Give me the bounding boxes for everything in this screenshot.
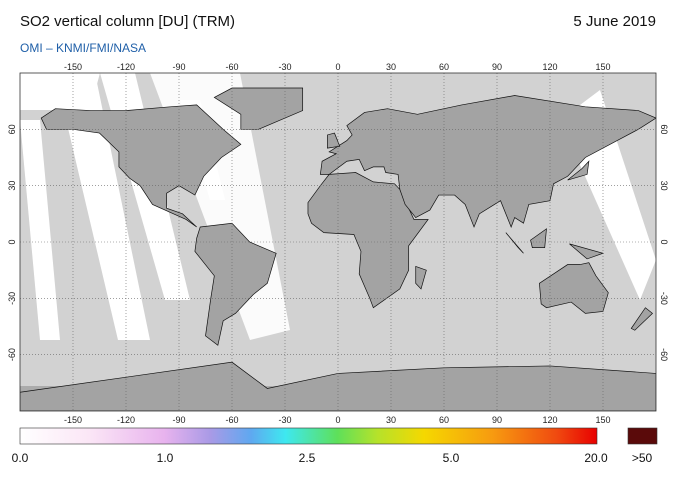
colorbar-label: 1.0 — [157, 451, 174, 465]
map — [20, 73, 656, 411]
landmass — [307, 172, 429, 309]
swath — [20, 73, 100, 110]
lon-label-bottom: -30 — [278, 415, 291, 425]
lat-label-left: 60 — [7, 124, 17, 134]
lon-label-top: 120 — [542, 62, 557, 72]
source: OMI – KNMI/FMI/NASA — [20, 41, 146, 55]
lat-label-left: 0 — [7, 239, 17, 244]
lon-label-top: 30 — [386, 62, 396, 72]
lon-label-top: 90 — [492, 62, 502, 72]
lon-label-bottom: -90 — [172, 415, 185, 425]
landmass — [569, 243, 605, 260]
colorbar-overflow — [627, 427, 658, 445]
lat-label-right: 0 — [659, 239, 669, 244]
colorbar-label: 0.0 — [12, 451, 29, 465]
swath — [20, 120, 60, 340]
lon-label-top: 0 — [335, 62, 340, 72]
landmass — [327, 132, 341, 149]
lat-label-left: -60 — [7, 348, 17, 361]
date: 5 June 2019 — [573, 13, 656, 30]
lat-label-right: -30 — [659, 292, 669, 305]
land — [20, 87, 656, 411]
lat-label-right: 30 — [659, 181, 669, 191]
landmass — [213, 87, 304, 130]
landmass — [20, 361, 656, 411]
colorbar-label: >50 — [632, 451, 653, 465]
colorbar — [19, 427, 598, 445]
landmass — [319, 95, 656, 228]
landmass — [630, 307, 653, 331]
lon-label-bottom: -120 — [117, 415, 135, 425]
landmass — [415, 265, 427, 290]
lon-label-top: -90 — [172, 62, 185, 72]
lon-label-top: 60 — [439, 62, 449, 72]
title: SO2 vertical column [DU] (TRM) — [20, 13, 235, 30]
lon-label-top: -60 — [225, 62, 238, 72]
map-frame — [19, 72, 657, 412]
lon-label-bottom: 60 — [439, 415, 449, 425]
colorbar-label: 2.5 — [299, 451, 316, 465]
colorbar-label: 20.0 — [584, 451, 608, 465]
lon-label-top: 150 — [595, 62, 610, 72]
colorbar-label: 5.0 — [443, 451, 460, 465]
landmass — [194, 222, 277, 346]
lon-label-top: -150 — [64, 62, 82, 72]
lon-label-top: -30 — [278, 62, 291, 72]
lat-label-left: 30 — [7, 181, 17, 191]
lat-label-left: -30 — [7, 292, 17, 305]
landmass — [567, 160, 590, 181]
lon-label-bottom: 90 — [492, 415, 502, 425]
landmass — [505, 232, 524, 254]
lat-label-right: 60 — [659, 124, 669, 134]
landmass — [40, 104, 242, 228]
swath — [55, 73, 150, 340]
lon-label-bottom: 150 — [595, 415, 610, 425]
landmass — [530, 228, 547, 248]
lon-label-top: -120 — [117, 62, 135, 72]
landmass — [539, 262, 609, 314]
lon-label-bottom: 30 — [386, 415, 396, 425]
lon-label-bottom: 0 — [335, 415, 340, 425]
lat-label-right: -60 — [659, 348, 669, 361]
lon-label-bottom: 120 — [542, 415, 557, 425]
lon-label-bottom: -60 — [225, 415, 238, 425]
lon-label-bottom: -150 — [64, 415, 82, 425]
